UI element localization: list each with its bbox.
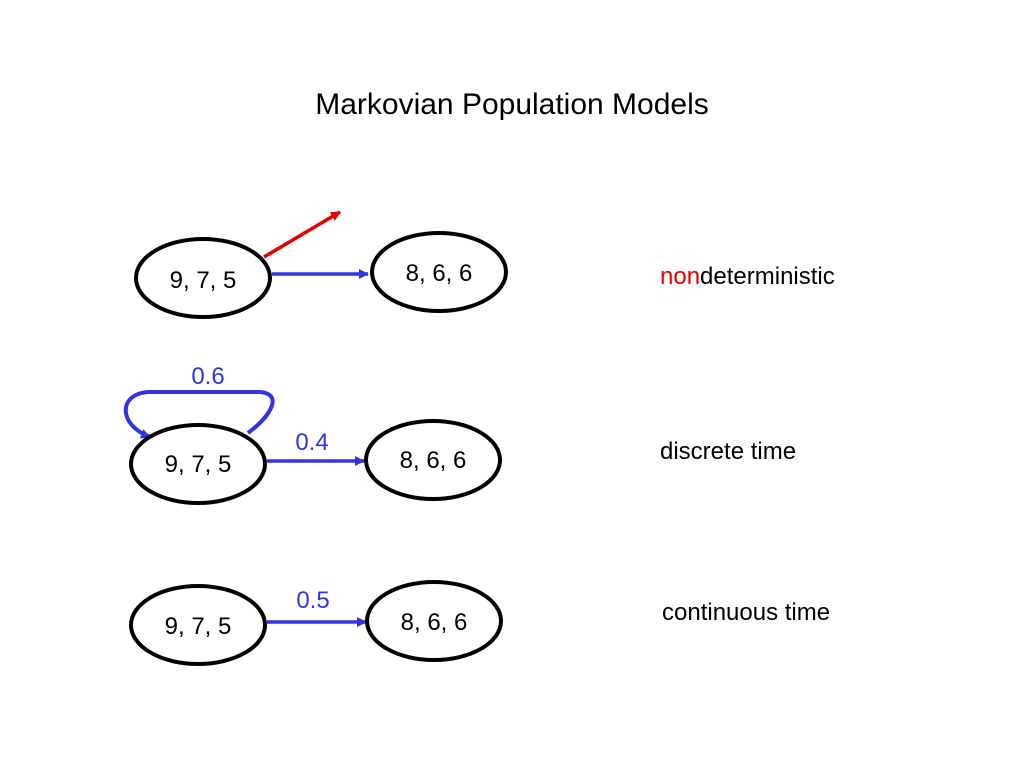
state-node-target [370,231,508,313]
state-node-source [129,584,267,666]
nondeterministic-arrow [263,210,341,259]
label-prefix-non: non [660,263,701,290]
state-node-target [364,419,502,501]
slide-title: Markovian Population Models [315,88,709,121]
row-discrete-time: 0.6 0.4 9, 7, 5 8, 6, 6 [123,363,502,505]
label-continuous-time: continuous time [662,599,831,626]
state-label-source: 9, 7, 5 [165,613,232,640]
state-label-target: 8, 6, 6 [406,260,473,287]
label-nondeterministic: nondeterministic [660,263,835,291]
state-node-target [365,580,503,662]
self-loop-probability: 0.6 [191,363,224,390]
label-suffix: deterministic [700,263,835,290]
row-continuous-time: 0.5 9, 7, 5 8, 6, 6 [129,580,503,666]
row-nondeterministic: 9, 7, 5 8, 6, 6 [134,210,508,319]
state-label-source: 9, 7, 5 [165,451,232,478]
state-label-source: 9, 7, 5 [170,267,237,294]
self-loop-arrow [123,390,275,439]
state-node-source [134,237,272,319]
state-node-source [129,423,267,505]
state-label-target: 8, 6, 6 [401,609,468,636]
state-label-target: 8, 6, 6 [400,447,467,474]
transition-rate: 0.5 [296,587,329,614]
transition-probability: 0.4 [295,429,328,456]
label-discrete-time: discrete time [660,438,797,465]
